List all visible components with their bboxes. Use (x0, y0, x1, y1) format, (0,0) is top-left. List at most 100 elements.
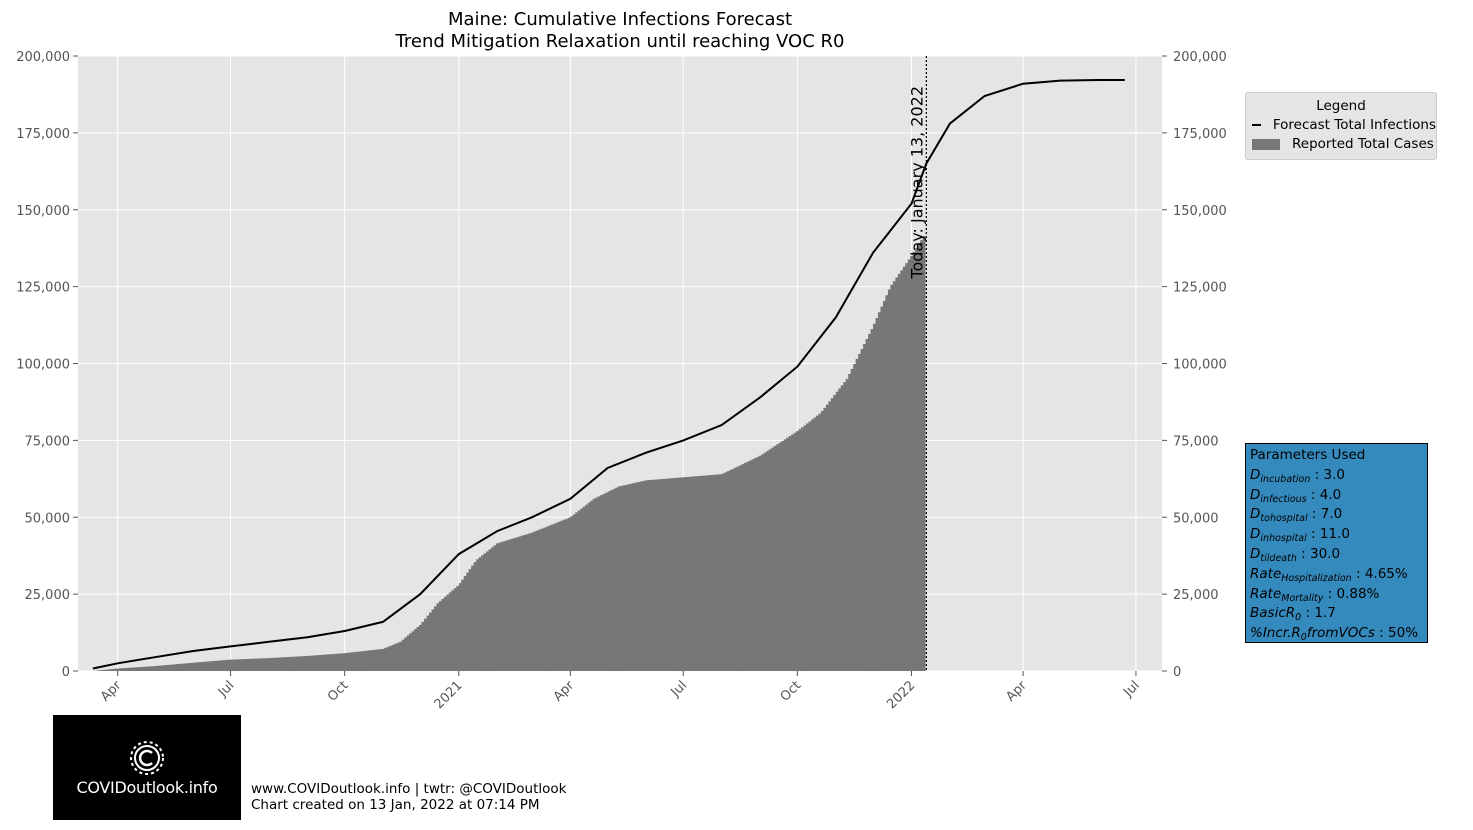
bar (659, 479, 663, 671)
bar (491, 547, 494, 671)
bar (252, 658, 256, 671)
chart-title: Maine: Cumulative Infections Forecast (448, 9, 792, 30)
bar (364, 650, 368, 671)
bar (185, 663, 189, 671)
bar (833, 394, 837, 671)
bar (205, 661, 209, 671)
bar (771, 447, 775, 671)
bar (721, 473, 725, 671)
y-tick-label-right: 50,000 (1173, 511, 1219, 526)
bar (895, 277, 899, 671)
bar (495, 543, 499, 671)
bar (210, 661, 214, 671)
bar (699, 475, 703, 671)
bar (540, 528, 544, 671)
bar (667, 478, 671, 671)
bar (476, 559, 480, 671)
bar (431, 609, 435, 671)
bar (905, 263, 909, 671)
bar (595, 497, 599, 671)
bar (433, 606, 437, 671)
parameter-subscript: infectious (1260, 493, 1307, 505)
bar (374, 649, 378, 671)
bar (183, 663, 187, 671)
bar (823, 407, 827, 671)
bar (156, 665, 160, 671)
parameter-name: D (1250, 526, 1261, 543)
parameter-row: Dinfectious : 4.0 (1250, 486, 1342, 505)
bar (875, 318, 879, 671)
bar (486, 551, 489, 671)
bar (701, 475, 705, 671)
bar (295, 656, 298, 671)
bar (250, 658, 254, 671)
bar (657, 479, 661, 671)
parameter-row: BasicR0 : 1.7 (1250, 605, 1336, 624)
bar (161, 665, 164, 671)
bar (577, 510, 581, 671)
bar (615, 487, 618, 671)
bar (337, 653, 341, 671)
bar (672, 478, 675, 671)
bar (686, 476, 690, 671)
bar (359, 651, 363, 671)
bar (739, 465, 742, 671)
bar (627, 484, 631, 671)
parameter-name: BasicR (1250, 605, 1296, 622)
y-tick-label-right: 200,000 (1173, 50, 1227, 65)
bar (669, 478, 673, 671)
bar (441, 599, 445, 671)
bar (567, 517, 571, 671)
parameter-value: 50% (1388, 625, 1419, 642)
bar (788, 436, 792, 671)
bar (106, 669, 110, 671)
bar (917, 244, 921, 671)
bar (734, 467, 737, 671)
x-tick-label: 2021 (432, 678, 466, 712)
bar (642, 480, 646, 671)
bar (694, 476, 698, 671)
bar (508, 539, 512, 671)
bar (292, 656, 296, 671)
bar (706, 475, 710, 671)
bar (520, 535, 524, 671)
bar (471, 565, 475, 671)
bar (622, 485, 626, 671)
bar (505, 540, 509, 671)
bar (523, 534, 527, 671)
bar (113, 668, 117, 671)
x-tick-label: Apr (98, 678, 125, 705)
bar (793, 432, 797, 671)
chart-subtitle: Trend Mitigation Relaxation until reachi… (395, 31, 845, 52)
bar (416, 626, 420, 671)
parameter-row: RateMortality : 0.88% (1250, 585, 1380, 604)
bar (371, 649, 375, 671)
bar (612, 488, 616, 671)
bar (880, 306, 884, 671)
bar (892, 281, 896, 671)
bar (907, 259, 911, 671)
bar (153, 666, 157, 671)
bar (297, 656, 301, 671)
x-tick-label: Apr (1003, 678, 1030, 705)
legend-line-swatch (1252, 124, 1261, 126)
bar (803, 425, 807, 671)
bar (213, 660, 217, 671)
bar (580, 508, 584, 671)
bar (835, 391, 839, 671)
bar (483, 553, 487, 671)
bar (317, 655, 321, 671)
bar (801, 427, 804, 671)
bar (736, 466, 740, 671)
bar (751, 459, 755, 671)
bar (587, 502, 591, 671)
bar (468, 569, 472, 671)
bar (662, 478, 666, 671)
bar (493, 545, 497, 671)
bar (342, 653, 346, 671)
bar (714, 474, 718, 671)
bar (379, 649, 383, 671)
y-tick-label-right: 25,000 (1173, 588, 1219, 603)
y-tick-label-right: 0 (1173, 665, 1181, 680)
